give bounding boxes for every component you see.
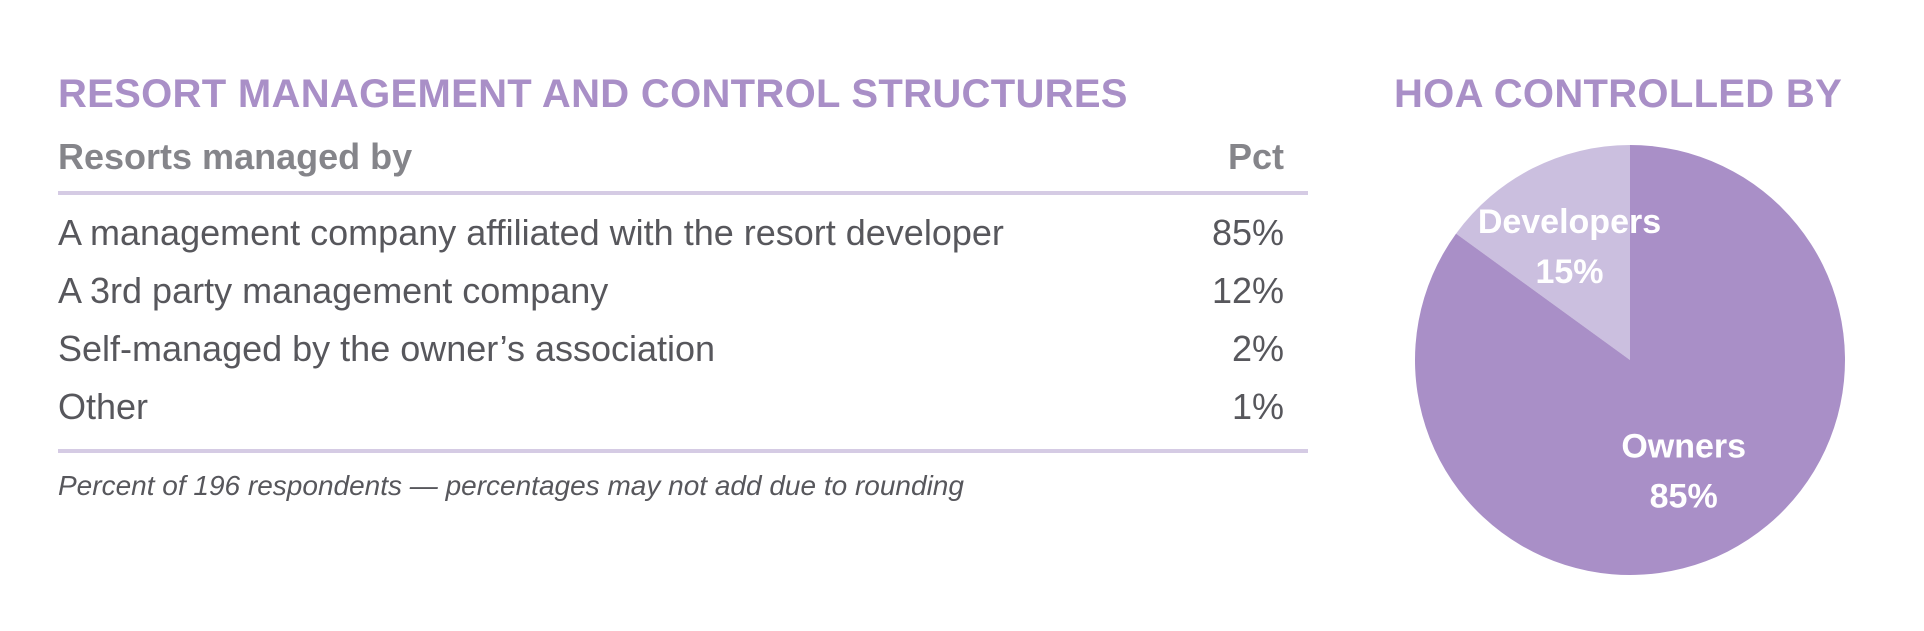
header-label: Resorts managed by — [58, 136, 413, 177]
row-pct: 2% — [1231, 328, 1284, 369]
row-pct: 12% — [1211, 270, 1284, 311]
table-body: A management company affiliated with the… — [58, 208, 1308, 440]
pie-labels: Developers 15% Owners 85% — [1478, 203, 1746, 515]
pie-slice-owners — [1415, 145, 1845, 575]
table-row: A 3rd party management company 12% — [58, 266, 1308, 324]
slice-label: Owners — [1621, 427, 1746, 465]
table-title: RESORT MANAGEMENT AND CONTROL STRUCTURES — [58, 72, 1128, 116]
pie-chart: Developers 15% Owners 85% — [1415, 145, 1845, 575]
row-pct: 85% — [1211, 212, 1284, 253]
row-label: Self-managed by the owner’s association — [58, 328, 716, 369]
pie-slices — [1415, 145, 1845, 575]
slice-value-label: 15% — [1535, 253, 1603, 291]
row-label: Other — [58, 386, 149, 427]
footer-divider — [58, 449, 1308, 453]
row-pct: 1% — [1231, 386, 1284, 427]
table-row: Self-managed by the owner’s association … — [58, 324, 1308, 382]
row-label: A 3rd party management company — [58, 270, 609, 311]
table-footnote: Percent of 196 respondents — percentages… — [58, 470, 964, 501]
header-pct: Pct — [1227, 136, 1284, 177]
row-label: A management company affiliated with the… — [58, 212, 1004, 253]
pie-slice-developers — [1456, 145, 1630, 360]
slice-value-label: 85% — [1650, 477, 1718, 515]
header-divider — [58, 191, 1308, 195]
table-header: Resorts managed by Pct — [58, 136, 1308, 178]
table-row: Other 1% — [58, 382, 1308, 440]
pie-chart-title: HOA CONTROLLED BY — [1394, 72, 1843, 116]
table-row: A management company affiliated with the… — [58, 208, 1308, 266]
slice-label: Developers — [1478, 203, 1661, 241]
